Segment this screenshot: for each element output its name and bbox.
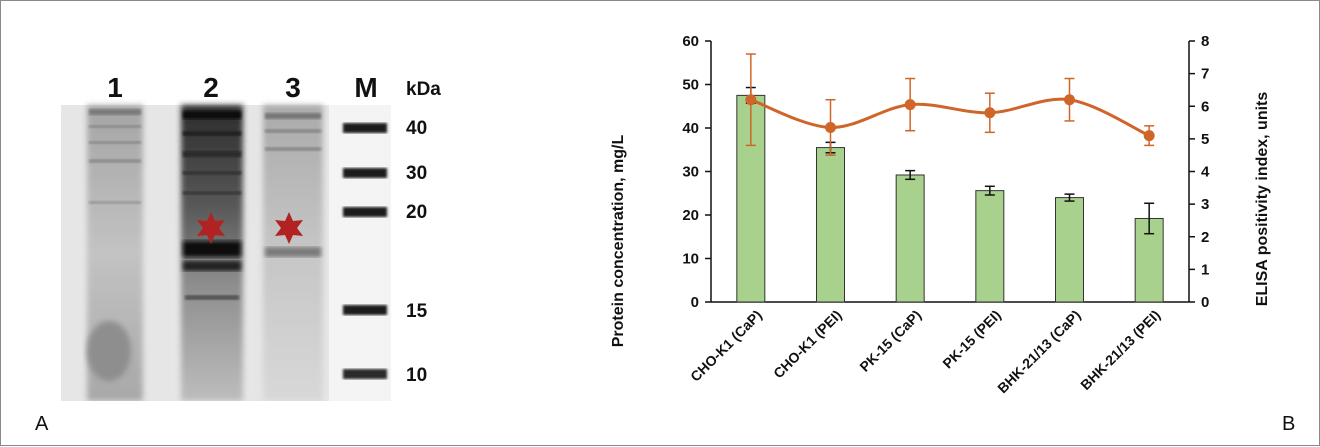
right-tick-label: 3 [1201, 196, 1209, 213]
left-tick-label: 60 [682, 33, 699, 50]
line-point [984, 107, 996, 119]
gel-lane-1 [87, 105, 143, 401]
category-label: CHO-K1 (CaP) [687, 307, 765, 385]
marker-label-15: 15 [406, 301, 428, 322]
left-tick-label: 50 [682, 77, 699, 94]
panel-a-label: A [35, 413, 49, 435]
line-point [904, 99, 916, 111]
bar [975, 190, 1005, 303]
sds-page-gel: 1 2 3 M kDa [61, 72, 441, 401]
right-tick-label: 1 [1201, 261, 1209, 278]
lane-label-2: 2 [203, 72, 219, 103]
marker-label-10: 10 [406, 365, 427, 386]
y2-axis-title: ELISA positivity index, units [1254, 92, 1271, 307]
right-tick-label: 5 [1201, 131, 1209, 148]
elisa-line [750, 97, 1150, 137]
line-point [1064, 94, 1075, 106]
star-icon [197, 212, 225, 244]
line-points [745, 94, 1155, 142]
left-tick-label: 10 [682, 251, 699, 268]
left-tick-label: 40 [682, 120, 699, 137]
category-labels: CHO-K1 (CaP) CHO-K1 (PEI) PK-15 (CaP) PK-15… [687, 307, 1163, 396]
category-label: BHK-21/13 (CaP) [994, 307, 1083, 396]
gel-lane-3 [263, 105, 323, 401]
right-tick-label: 4 [1201, 164, 1210, 181]
line-point [825, 121, 836, 133]
right-tick-label: 7 [1201, 66, 1209, 83]
right-tick-label: 8 [1201, 33, 1209, 50]
panel-b-label: B [1282, 413, 1296, 435]
lane-label-m: M [354, 72, 377, 103]
left-axis-ticks: 0 10 20 30 40 50 60 [682, 33, 711, 311]
y-axis-title: Protein concentration, mg/L [610, 135, 627, 348]
right-tick-label: 2 [1201, 229, 1209, 246]
right-tick-label: 6 [1201, 98, 1209, 115]
left-tick-label: 20 [682, 207, 699, 224]
category-label: PK-15 (CaP) [856, 307, 924, 375]
marker-label-30: 30 [406, 163, 427, 184]
category-label: CHO-K1 (PEI) [770, 307, 845, 382]
line-error-bars [745, 53, 1155, 156]
gel-lane-2 [181, 105, 243, 401]
marker-label-20: 20 [406, 202, 427, 223]
line-point [1143, 130, 1155, 142]
lane-label-1: 1 [107, 72, 123, 103]
bar [895, 174, 925, 303]
lane-label-3: 3 [285, 72, 301, 103]
line-point [745, 94, 757, 106]
category-label: BHK-21/13 (PEI) [1077, 307, 1163, 393]
bar [1055, 197, 1084, 303]
bar [816, 147, 845, 303]
right-axis-ticks: 0 1 2 3 4 5 6 7 8 [1189, 33, 1210, 311]
right-tick-label: 0 [1201, 294, 1209, 311]
star-icon [275, 212, 303, 244]
kda-unit-label: kDa [406, 79, 441, 100]
chart-b: 0 10 20 30 40 50 60 0 1 2 3 4 5 6 7 8 CHO-K1 (CaP) CHO-… [610, 33, 1271, 396]
left-tick-label: 30 [682, 164, 699, 181]
marker-label-40: 40 [406, 118, 427, 139]
bar-series [736, 94, 1164, 303]
left-tick-label: 0 [691, 294, 699, 311]
gel-marker-lane [343, 123, 387, 379]
category-label: PK-15 (PEI) [939, 307, 1004, 372]
